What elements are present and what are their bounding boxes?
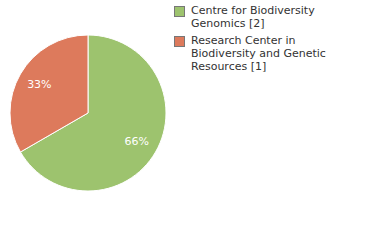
html-text:Research Center in Biodiversit: Research Center in Biodiversity and Gene… [191,34,326,73]
svg-text:66%: 66% [124,135,148,148]
svg-text:33%: 33% [27,78,51,91]
html-text:Centre for Biodiversity Genomi: Centre for Biodiversity Genomics [2] [191,4,315,30]
